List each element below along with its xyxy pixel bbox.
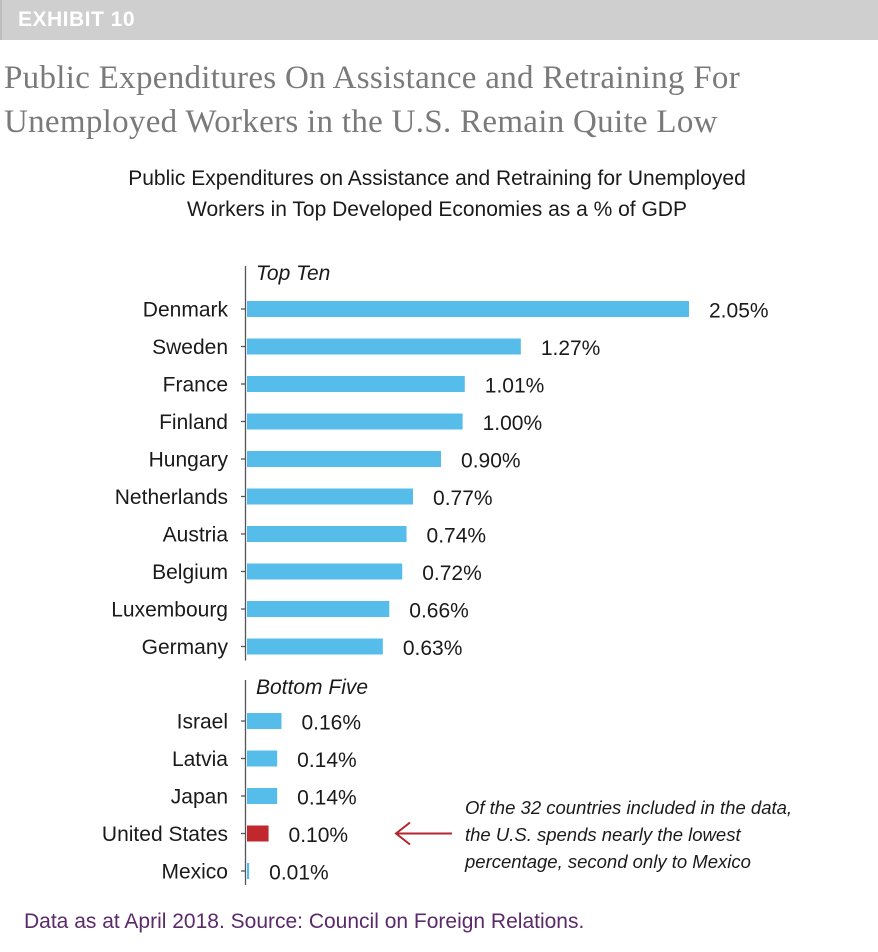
exhibit-header-bar: EXHIBIT 10: [0, 0, 878, 40]
value-label-latvia: 0.14%: [297, 749, 357, 772]
bar-belgium: [247, 563, 403, 580]
value-label-netherlands: 0.77%: [433, 487, 493, 510]
category-label-germany: Germany: [142, 636, 229, 659]
category-label-mexico: Mexico: [161, 861, 228, 884]
group-label-top-ten: Top Ten: [256, 262, 330, 285]
value-label-israel: 0.16%: [301, 712, 361, 735]
annotation-line-3: percentage, second only to Mexico: [464, 851, 751, 872]
category-label-france: France: [163, 374, 228, 397]
bar-denmark: [247, 301, 689, 317]
annotation-arrow-head: [394, 821, 411, 846]
bar-sweden: [247, 338, 521, 355]
value-label-denmark: 2.05%: [709, 300, 769, 323]
exhibit-label: EXHIBIT 10: [18, 8, 136, 31]
annotation-line-1: Of the 32 countries included in the data…: [465, 797, 792, 818]
bar-hungary: [247, 451, 442, 467]
value-label-sweden: 1.27%: [541, 337, 601, 360]
bar-finland: [247, 413, 463, 430]
value-label-japan: 0.14%: [297, 787, 357, 810]
bar-japan: [247, 788, 278, 804]
headline-line-1: Public Expenditures On Assistance and Re…: [4, 60, 740, 96]
headline-line-2: Unemployed Workers in the U.S. Remain Qu…: [4, 104, 718, 140]
category-label-sweden: Sweden: [152, 336, 228, 359]
category-label-israel: Israel: [177, 711, 228, 734]
category-label-belgium: Belgium: [152, 561, 228, 584]
category-label-latvia: Latvia: [172, 748, 228, 771]
category-label-japan: Japan: [171, 786, 228, 809]
chart-title-line-2: Workers in Top Developed Economies as a …: [187, 198, 687, 221]
source-note: Data as at April 2018. Source: Council o…: [24, 910, 585, 933]
bar-united-states: [247, 825, 269, 842]
bar-germany: [247, 638, 383, 655]
value-label-france: 1.01%: [485, 375, 545, 398]
category-label-finland: Finland: [159, 411, 228, 434]
bar-netherlands: [247, 488, 414, 505]
bar-latvia: [247, 750, 278, 767]
category-label-hungary: Hungary: [149, 449, 229, 472]
bar-austria: [247, 526, 407, 542]
chart-title-line-1: Public Expenditures on Assistance and Re…: [128, 167, 746, 190]
value-label-luxembourg: 0.66%: [409, 600, 469, 623]
category-label-austria: Austria: [163, 524, 229, 547]
category-label-netherlands: Netherlands: [115, 486, 228, 509]
bar-france: [247, 376, 465, 392]
headline: Public Expenditures On Assistance and Re…: [4, 56, 864, 144]
value-label-belgium: 0.72%: [422, 562, 482, 585]
category-label-united-states: United States: [102, 823, 228, 846]
value-label-united-states: 0.10%: [289, 824, 349, 847]
group-label-bottom-five: Bottom Five: [256, 676, 368, 699]
bar-israel: [247, 713, 282, 729]
category-label-luxembourg: Luxembourg: [111, 599, 228, 622]
value-label-hungary: 0.90%: [461, 450, 521, 473]
category-label-denmark: Denmark: [143, 299, 229, 322]
chart-title: Public Expenditures on Assistance and Re…: [0, 163, 874, 225]
bar-luxembourg: [247, 601, 390, 617]
annotation-line-2: the U.S. spends nearly the lowest: [465, 824, 741, 845]
bar-mexico: [247, 863, 250, 879]
value-label-finland: 1.00%: [483, 412, 543, 435]
value-label-mexico: 0.01%: [269, 862, 329, 885]
value-label-germany: 0.63%: [403, 637, 463, 660]
value-label-austria: 0.74%: [427, 525, 487, 548]
